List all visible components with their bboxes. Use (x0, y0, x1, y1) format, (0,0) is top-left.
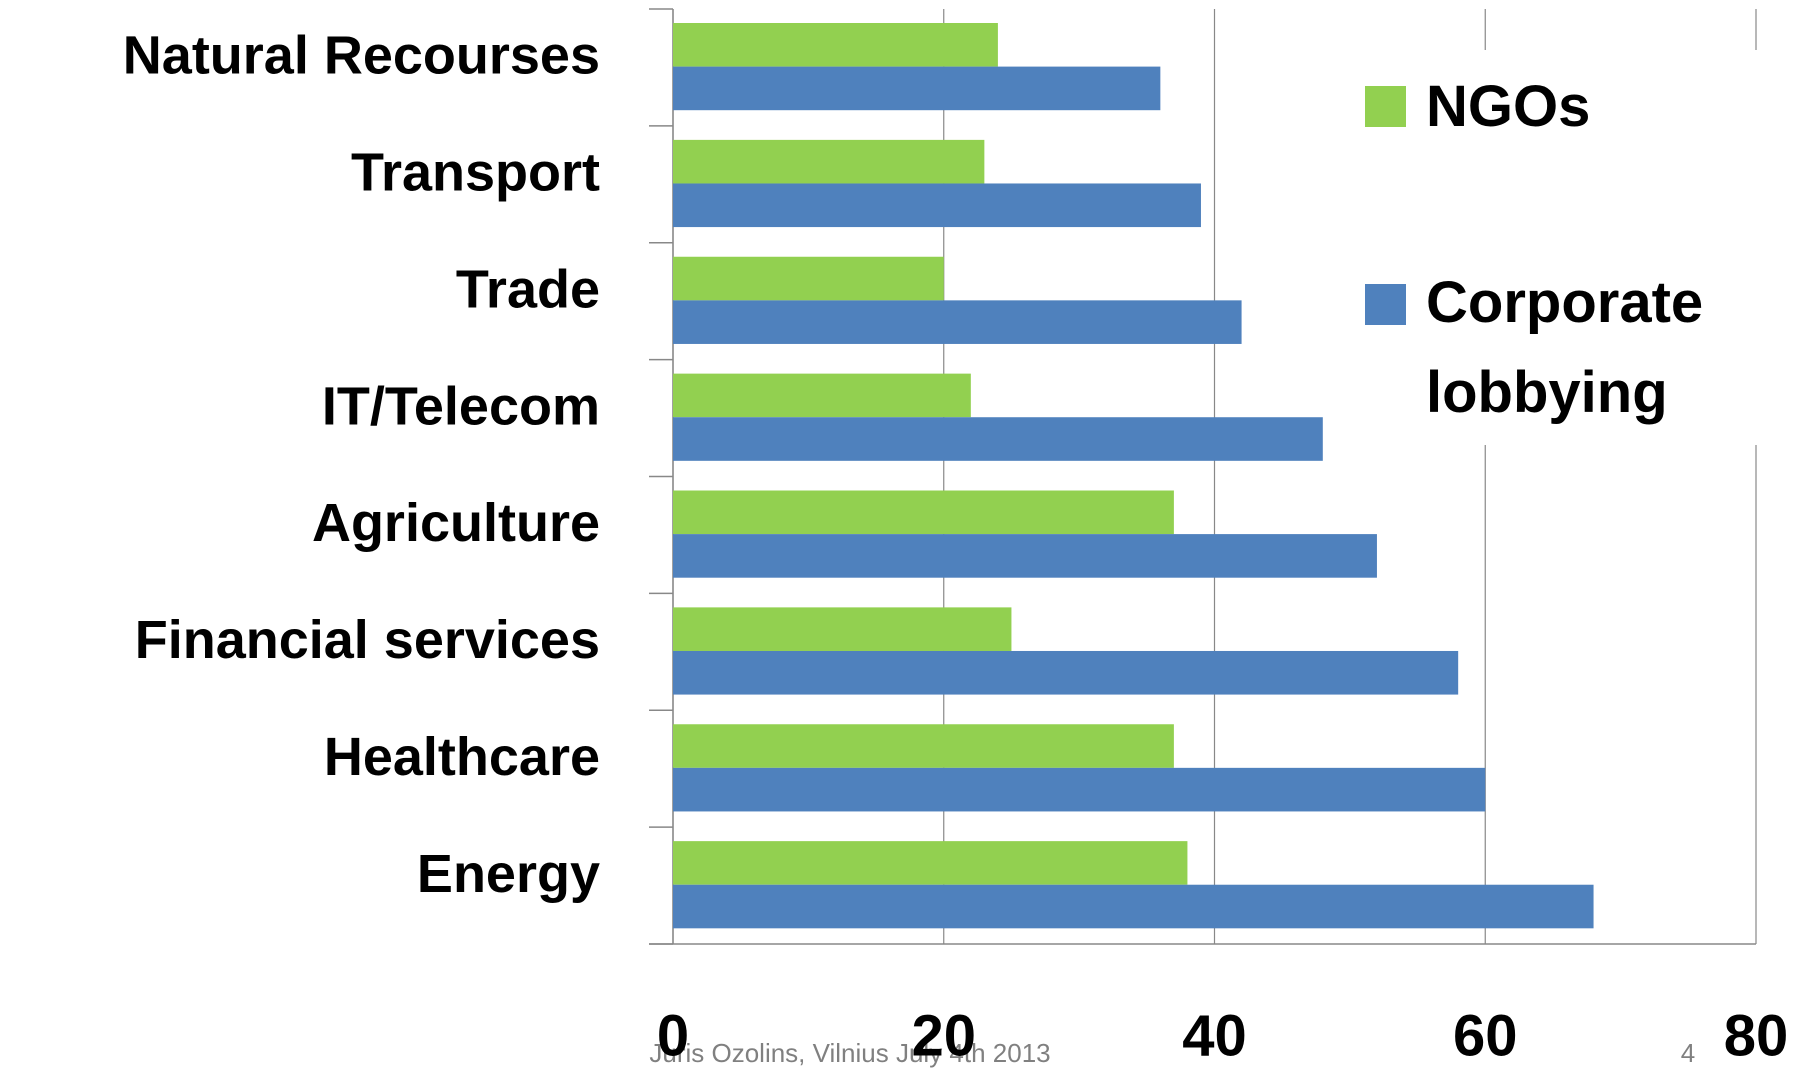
bar (673, 884, 1594, 929)
bar (673, 256, 944, 301)
bar (673, 183, 1201, 228)
y-tick-label: Transport (351, 143, 600, 203)
bar (673, 66, 1161, 111)
footer: Juris Ozolins, Vilnius July 4th 2013 (649, 1038, 1050, 1068)
bar (673, 534, 1377, 578)
y-tick-label: Financial services (135, 610, 600, 670)
y-tick-label: Healthcare (324, 727, 600, 787)
page-number: 4 (1681, 1038, 1695, 1068)
y-tick-label: Energy (417, 844, 600, 904)
bar (673, 139, 985, 184)
y-tick-label: IT/Telecom (322, 376, 600, 436)
y-tick-label: Trade (456, 259, 600, 319)
bar (673, 650, 1459, 695)
x-tick-label: 0 (657, 1003, 689, 1068)
bar (673, 607, 1012, 651)
bar (673, 300, 1242, 344)
bar (673, 490, 1174, 535)
bar (673, 841, 1188, 885)
x-tick-label: 80 (1724, 1003, 1789, 1068)
legend-label: NGOs (1426, 74, 1591, 139)
x-tick-label: 40 (1182, 1003, 1247, 1068)
bar (673, 724, 1174, 768)
legend-swatch (1365, 284, 1406, 325)
bar (673, 23, 998, 67)
x-tick-label: 60 (1453, 1003, 1518, 1068)
x-tick-label: 20 (911, 1003, 976, 1068)
legend-label: Corporate lobbying (1426, 270, 1704, 425)
bar (673, 417, 1323, 461)
legend-box (1350, 50, 1795, 445)
y-tick-label: Agriculture (312, 493, 600, 553)
bar (673, 767, 1486, 812)
legend-swatch (1365, 86, 1406, 127)
y-tick-label: Natural Recourses (123, 26, 600, 86)
bar (673, 373, 971, 418)
